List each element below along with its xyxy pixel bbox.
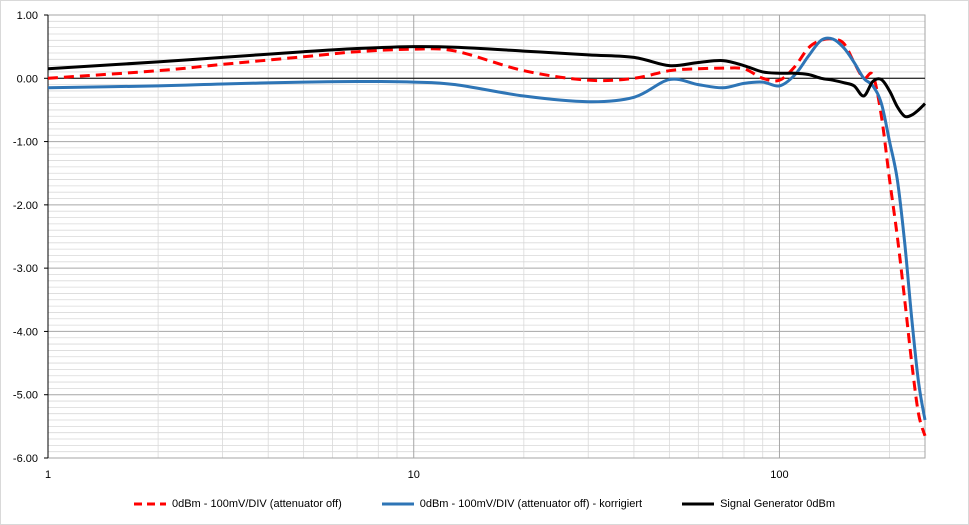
y-tick-label: 1.00 bbox=[17, 10, 38, 22]
legend-swatch-series-0 bbox=[133, 502, 166, 506]
grid-lines bbox=[47, 14, 925, 459]
axes bbox=[47, 14, 926, 459]
series-line-1 bbox=[47, 36, 927, 421]
y-tick-label: -1.00 bbox=[13, 137, 38, 149]
y-tick-label: -2.00 bbox=[13, 200, 38, 212]
legend-label-series-1: 0dBm - 100mV/DIV (attenuator off) - korr… bbox=[419, 498, 643, 510]
tick-labels: 1.00 0.00 -1.00 -2.00 -3.00 -4.00 -5.00 -6.00 1 1… bbox=[13, 10, 789, 481]
x-tick-label: 10 bbox=[408, 469, 420, 481]
legend-entry-series-0: 0dBm - 100mV/DIV (attenuator off) bbox=[133, 498, 342, 510]
y-tick-label: -4.00 bbox=[13, 326, 38, 338]
legend-label-series-0: 0dBm - 100mV/DIV (attenuator off) bbox=[171, 498, 342, 510]
legend-entry-series-1: 0dBm - 100mV/DIV (attenuator off) - korr… bbox=[381, 498, 643, 510]
legend-swatch-series-2 bbox=[682, 502, 715, 506]
x-tick-label: 100 bbox=[770, 469, 788, 481]
x-tick-label: 1 bbox=[45, 469, 51, 481]
y-tick-label: -6.00 bbox=[13, 453, 38, 465]
y-tick-label: -3.00 bbox=[13, 263, 38, 275]
chart-legend: 0dBm - 100mV/DIV (attenuator off) 0dBm -… bbox=[0, 493, 969, 515]
y-tick-label: -5.00 bbox=[13, 390, 38, 402]
legend-entry-series-2: Signal Generator 0dBm bbox=[682, 498, 835, 510]
legend-label-series-2: Signal Generator 0dBm bbox=[720, 498, 836, 510]
series-line-0 bbox=[47, 37, 927, 437]
series-lines bbox=[47, 36, 927, 437]
y-tick-label: 0.00 bbox=[17, 73, 38, 85]
legend-swatch-series-1 bbox=[381, 502, 414, 506]
series-line-2 bbox=[47, 45, 927, 119]
